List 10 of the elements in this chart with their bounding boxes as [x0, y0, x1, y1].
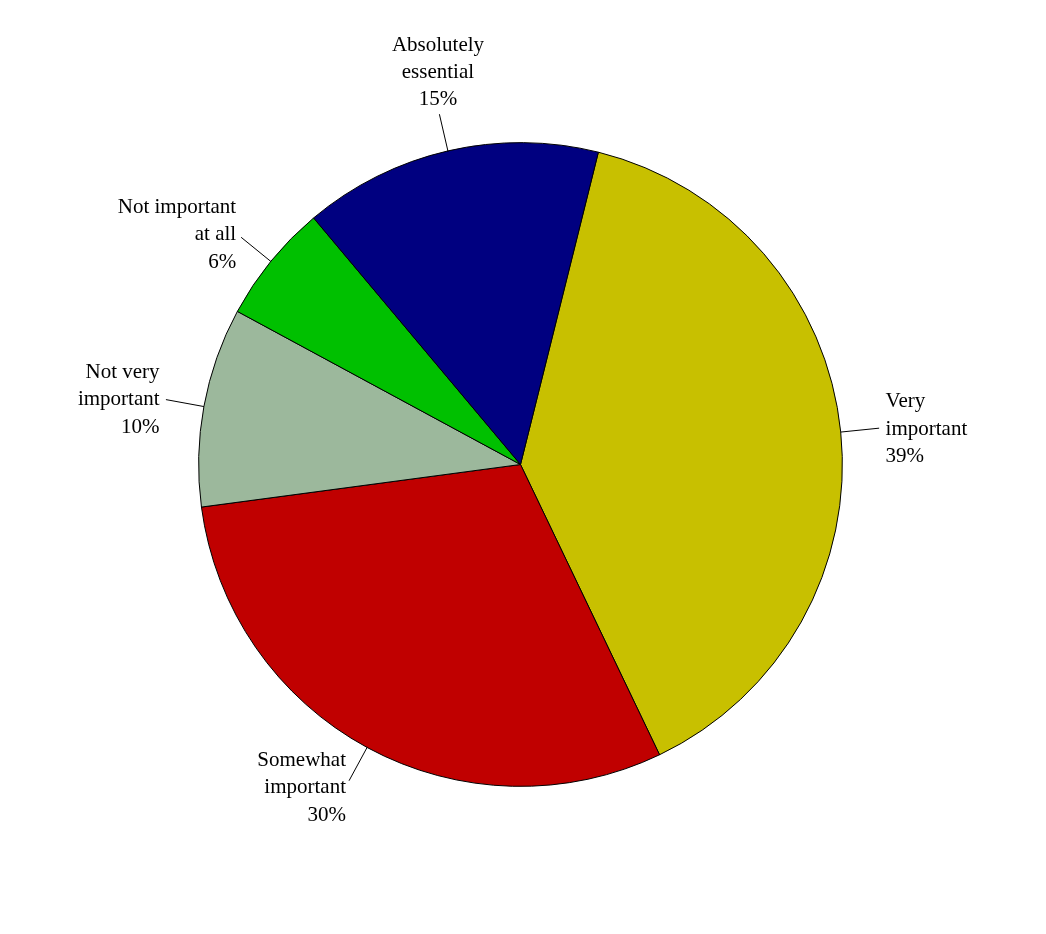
slice-label: Absolutely essential [391, 31, 485, 84]
data-label: 15% [418, 86, 458, 111]
slice-label: Not important at all [117, 193, 237, 246]
data-label: 30% [307, 801, 346, 826]
slice-label: Somewhat important [257, 747, 347, 799]
data-label: 6% [208, 248, 237, 273]
slice-label: Not very important [77, 359, 161, 411]
data-label: 39% [885, 442, 925, 467]
slice-label: Very important [885, 388, 968, 440]
data-label: 10% [121, 413, 160, 438]
